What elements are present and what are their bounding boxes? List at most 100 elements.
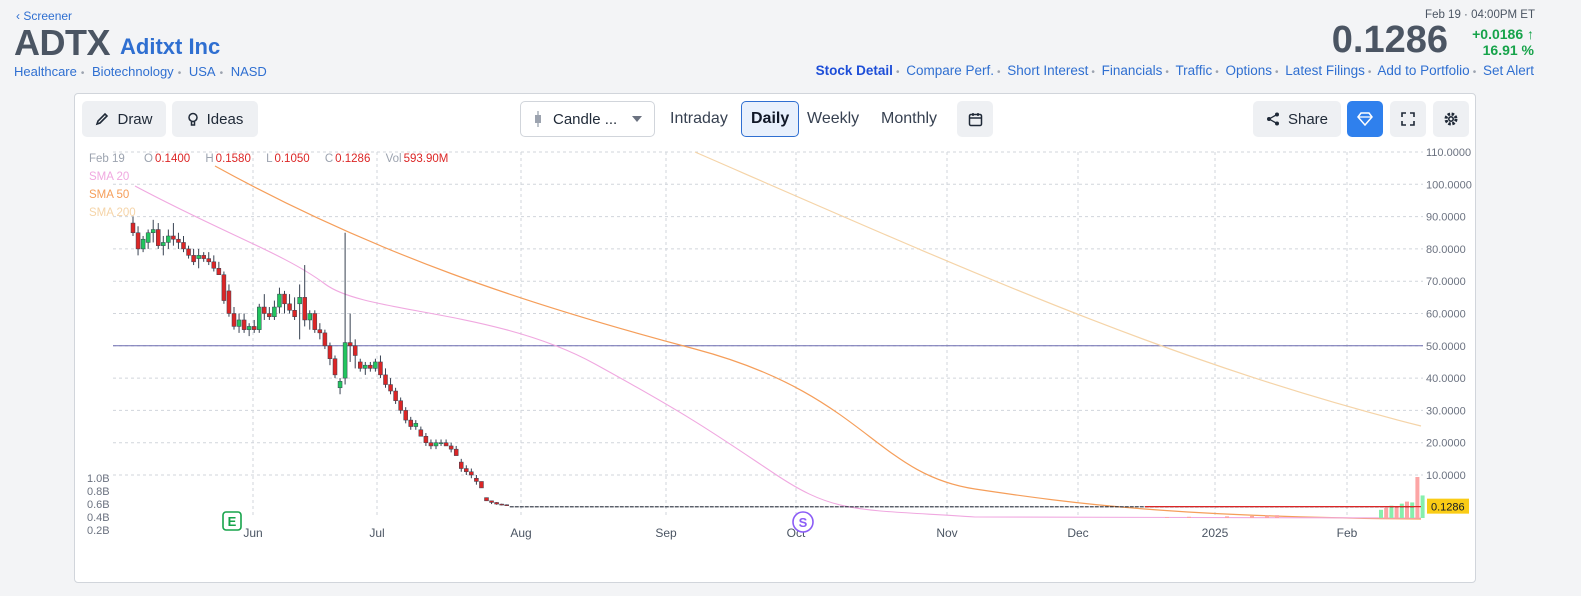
candle-body bbox=[479, 481, 484, 489]
pencil-icon bbox=[96, 112, 109, 126]
candle-body bbox=[383, 374, 388, 385]
chart-type-label: Candle ... bbox=[553, 110, 618, 128]
ticker-symbol: ADTX bbox=[14, 22, 111, 63]
candle-body bbox=[474, 477, 479, 482]
link-financials[interactable]: Financials bbox=[1101, 63, 1163, 78]
split-marker-label: S bbox=[799, 515, 808, 530]
candle-body bbox=[150, 229, 156, 233]
y-axis: 110.0000 100.0000 90.0000 80.0000 70.0000 60.… bbox=[1426, 147, 1472, 514]
moving-averages bbox=[134, 151, 1422, 520]
tag-country[interactable]: USA bbox=[188, 64, 216, 79]
x-tick-label: Dec bbox=[1067, 526, 1088, 540]
candle-body bbox=[145, 232, 151, 243]
candle-body bbox=[226, 290, 232, 314]
candle-body bbox=[327, 345, 333, 359]
legend-high-key: H bbox=[205, 153, 214, 165]
y-tick-label: 80.0000 bbox=[1426, 244, 1466, 256]
fullscreen-icon bbox=[1401, 112, 1415, 126]
candle-body bbox=[443, 442, 449, 447]
candle-body bbox=[211, 261, 217, 269]
share-button[interactable]: Share bbox=[1253, 101, 1341, 137]
sma20-line bbox=[134, 185, 1422, 519]
tag-sector[interactable]: Healthcare bbox=[14, 64, 77, 79]
link-stock-detail[interactable]: Stock Detail bbox=[815, 63, 893, 78]
candle-body bbox=[388, 384, 393, 392]
volume-bar bbox=[1405, 501, 1409, 518]
candle-body bbox=[236, 319, 242, 327]
candle-body bbox=[459, 461, 464, 469]
caret-down-icon bbox=[632, 116, 642, 122]
link-set-alert[interactable]: Set Alert bbox=[1482, 63, 1534, 78]
share-icon bbox=[1266, 112, 1279, 126]
candle-body bbox=[196, 255, 201, 259]
price-change: +0.0186 ↑ 16.91 % bbox=[1472, 26, 1534, 58]
x-tick-label: Jul bbox=[369, 526, 384, 540]
candle-body bbox=[332, 358, 338, 376]
candle-body bbox=[302, 297, 307, 321]
premium-button[interactable] bbox=[1347, 101, 1383, 137]
candle-body bbox=[171, 235, 176, 240]
volume-bar bbox=[1250, 515, 1254, 518]
tab-monthly[interactable]: Monthly bbox=[881, 110, 938, 127]
split-marker bbox=[792, 511, 814, 533]
diamond-icon bbox=[1357, 112, 1373, 126]
chart-type-select[interactable]: Candle ... bbox=[520, 101, 655, 137]
draw-button[interactable]: Draw bbox=[82, 101, 166, 137]
ohlc-legend: Feb 19 O 0.1400 H 0.1580 L 0.1050 C 0.1286 V… bbox=[89, 153, 460, 219]
candle-body bbox=[221, 274, 227, 301]
settings-button[interactable] bbox=[1433, 101, 1469, 137]
price-chart[interactable]: 110.0000 100.0000 90.0000 80.0000 70.0000 60.… bbox=[75, 144, 1475, 582]
y-tick-label: 50.0000 bbox=[1426, 341, 1466, 353]
tag-industry[interactable]: Biotechnology bbox=[92, 64, 174, 79]
legend-sma50: SMA 50 bbox=[89, 189, 130, 201]
y-tick-label: 30.0000 bbox=[1426, 405, 1466, 417]
link-add-to-portfolio[interactable]: Add to Portfolio bbox=[1377, 63, 1470, 78]
legend-volume: 593.90M bbox=[403, 153, 449, 165]
sector-tags: Healthcare • Biotechnology • USA • NASD bbox=[14, 64, 267, 79]
x-tick-label: Feb bbox=[1337, 526, 1358, 540]
link-options[interactable]: Options bbox=[1225, 63, 1273, 78]
candle-body bbox=[130, 222, 136, 233]
volume-tick-label: 0.8B bbox=[87, 486, 110, 498]
candle-body bbox=[216, 268, 222, 275]
back-to-screener-link[interactable]: ‹ Screener bbox=[16, 9, 73, 23]
legend-vol-key: Vol bbox=[385, 153, 402, 165]
ideas-button[interactable]: Ideas bbox=[172, 101, 258, 137]
link-traffic[interactable]: Traffic bbox=[1175, 63, 1213, 78]
calendar-icon bbox=[968, 112, 982, 126]
y-tick-label: 40.0000 bbox=[1426, 373, 1466, 385]
link-compare-perf[interactable]: Compare Perf. bbox=[906, 63, 995, 78]
candle-body bbox=[418, 429, 424, 437]
date-range-button[interactable] bbox=[957, 101, 993, 137]
quote-header: ‹ Screener ADTX Aditxt Inc Healthcare • B… bbox=[0, 0, 1581, 90]
candle-body bbox=[504, 504, 509, 506]
candle-body bbox=[363, 364, 368, 369]
candle-body bbox=[403, 410, 408, 421]
candle-body bbox=[257, 306, 262, 330]
tab-weekly[interactable]: Weekly bbox=[807, 110, 860, 127]
fullscreen-button[interactable] bbox=[1390, 101, 1426, 137]
x-tick-label: 2025 bbox=[1202, 526, 1229, 540]
candle-body bbox=[398, 400, 403, 411]
x-tick-label: Aug bbox=[510, 526, 531, 540]
candle-body bbox=[262, 306, 267, 314]
candle-body bbox=[342, 342, 348, 379]
candle-body bbox=[140, 238, 146, 250]
tab-intraday[interactable]: Intraday bbox=[670, 110, 728, 127]
lightbulb-icon bbox=[187, 112, 198, 126]
share-label: Share bbox=[1287, 110, 1329, 128]
candle-body bbox=[448, 445, 454, 450]
tab-daily[interactable]: Daily bbox=[741, 101, 800, 137]
y-tick-label: 60.0000 bbox=[1426, 309, 1466, 321]
candle-body bbox=[166, 235, 171, 243]
link-short-interest[interactable]: Short Interest bbox=[1007, 63, 1089, 78]
y-tick-label: 90.0000 bbox=[1426, 212, 1466, 224]
company-name-link[interactable]: Aditxt Inc bbox=[120, 34, 221, 59]
volume-bar bbox=[1165, 517, 1169, 518]
link-latest-filings[interactable]: Latest Filings bbox=[1285, 63, 1365, 78]
volume-bar bbox=[1225, 516, 1229, 518]
candle-body bbox=[297, 297, 302, 305]
tag-exchange[interactable]: NASD bbox=[230, 64, 267, 79]
last-price-label: 0.1286 bbox=[1431, 502, 1465, 514]
